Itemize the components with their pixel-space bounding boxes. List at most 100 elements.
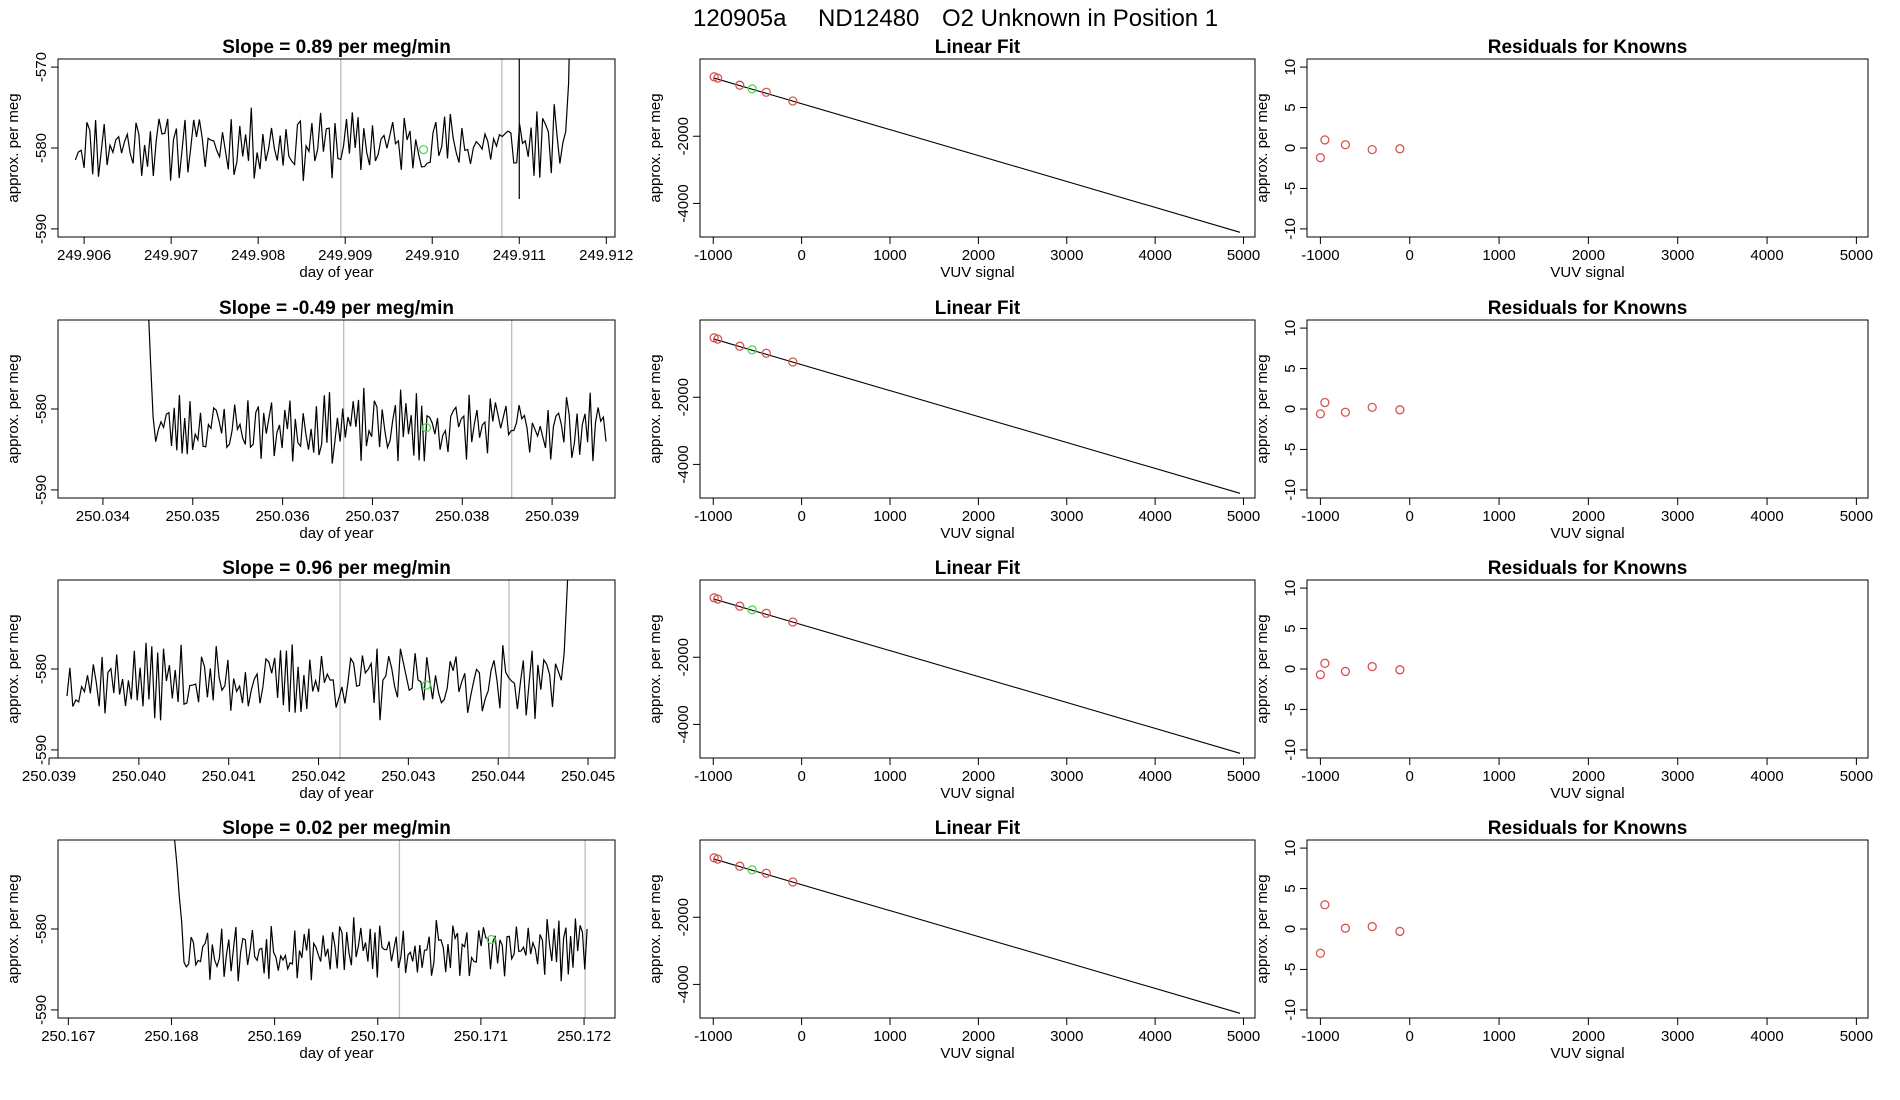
unknown-point: [747, 345, 757, 355]
x-tick-label: -1000: [694, 247, 732, 264]
known-point: [788, 617, 798, 627]
x-tick-label: 250.042: [291, 768, 345, 785]
x-tick-label: 250.039: [525, 508, 579, 525]
y-tick-label: -570: [33, 52, 50, 82]
x-tick-label: 250.039: [22, 768, 76, 785]
y-tick-label: 5: [1282, 103, 1299, 111]
x-tick-label: 249.908: [231, 247, 285, 264]
plot-frame: [1306, 839, 1869, 1019]
panel-resid-row-2: Residuals for Knowns -1000 0 1000 2000 3000 40…: [1254, 558, 1873, 802]
x-tick-label: 250.041: [202, 768, 256, 785]
x-tick-label: 4000: [1750, 1028, 1783, 1045]
residual-point: [1320, 658, 1330, 668]
panel-title: Linear Fit: [935, 37, 1021, 58]
plot-area: [1315, 658, 1405, 680]
x-tick-label: 2000: [962, 768, 995, 785]
panel-title: Linear Fit: [935, 298, 1021, 319]
x-tick-label: 5000: [1227, 1028, 1260, 1045]
panel-title: Residuals for Knowns: [1488, 298, 1688, 319]
x-tick-label: 250.038: [435, 508, 489, 525]
plot-frame: [699, 579, 1256, 759]
x-tick-label: 249.907: [144, 247, 198, 264]
panel-grid: Slope = 0.89 per meg/min 249.906 249.907 24…: [5, 37, 1873, 1062]
plot-area: [709, 593, 1241, 754]
y-tick-label: -5: [1282, 703, 1299, 716]
x-tick-label: 250.044: [471, 768, 525, 785]
panel-fit-row-0: Linear Fit -1000 0 1000 2000 3000 4000 5000 -200…: [647, 37, 1260, 281]
panel-time-row-0: Slope = 0.89 per meg/min 249.906 249.907 24…: [5, 37, 633, 281]
y-tick-label: -2000: [675, 638, 692, 676]
panel-title: Residuals for Knowns: [1488, 37, 1688, 58]
residual-point: [1367, 402, 1377, 413]
plot-frame: [1306, 579, 1869, 759]
x-tick-label: 250.167: [41, 1028, 95, 1045]
x-tick-label: 3000: [1050, 508, 1083, 525]
fit-line: [713, 77, 1241, 233]
plot-area: [709, 853, 1241, 1014]
unknown-sample-marker: [421, 680, 431, 690]
residual-point: [1367, 661, 1377, 672]
y-tick-label: 5: [1282, 364, 1299, 372]
x-tick-label: 1000: [1482, 1028, 1515, 1045]
residual-point: [1340, 923, 1351, 933]
x-axis-label: VUV signal: [1550, 525, 1624, 542]
x-axis-label: day of year: [299, 264, 373, 281]
unknown-sample-marker: [418, 144, 429, 155]
y-tick-label: -580: [33, 133, 50, 163]
plot-frame: [57, 319, 616, 499]
x-tick-label: 250.168: [144, 1028, 198, 1045]
y-tick-label: -10: [1282, 739, 1299, 761]
x-tick-label: 2000: [962, 247, 995, 264]
x-axis-label: day of year: [299, 525, 373, 542]
panel-fit-row-1: Linear Fit -1000 0 1000 2000 3000 4000 5000 -200…: [647, 298, 1260, 542]
unknown-point: [747, 84, 757, 94]
x-tick-label: 0: [797, 247, 805, 264]
residual-point: [1315, 153, 1326, 163]
x-tick-label: 1000: [1482, 768, 1515, 785]
x-tick-label: 3000: [1050, 1028, 1083, 1045]
y-tick-label: -580: [33, 394, 50, 424]
y-tick-label: -590: [33, 214, 50, 244]
known-point: [713, 334, 723, 344]
x-tick-label: 2000: [1572, 768, 1605, 785]
plot-area: [66, 580, 569, 758]
known-point: [735, 861, 745, 871]
series-line: [174, 840, 588, 982]
x-tick-label: 250.043: [381, 768, 435, 785]
x-axis-label: VUV signal: [940, 785, 1014, 802]
x-tick-label: 4000: [1138, 768, 1171, 785]
known-point: [761, 608, 771, 618]
x-tick-label: 3000: [1661, 768, 1694, 785]
plot-area: [148, 320, 607, 498]
y-tick-label: 5: [1282, 884, 1299, 892]
panel-title: Slope = 0.02 per meg/min: [222, 818, 451, 839]
plot-area: [174, 840, 588, 1018]
x-tick-label: 0: [797, 1028, 805, 1045]
x-tick-label: -1000: [694, 768, 732, 785]
series-line: [66, 580, 569, 721]
x-tick-label: 1000: [873, 508, 906, 525]
x-tick-label: 5000: [1840, 768, 1873, 785]
x-tick-label: 4000: [1750, 768, 1783, 785]
x-tick-label: 5000: [1227, 768, 1260, 785]
y-tick-label: -5: [1282, 182, 1299, 195]
x-tick-label: 2000: [1572, 247, 1605, 264]
y-tick-label: -4000: [675, 965, 692, 1003]
y-tick-label: -4000: [675, 445, 692, 483]
panel-title: Slope = 0.89 per meg/min: [222, 37, 451, 58]
x-tick-label: 2000: [1572, 508, 1605, 525]
plot-frame: [699, 319, 1256, 499]
plot-area: [1315, 135, 1405, 163]
x-tick-label: 250.172: [557, 1028, 611, 1045]
y-tick-label: -10: [1282, 999, 1299, 1021]
x-tick-label: 4000: [1138, 1028, 1171, 1045]
residual-point: [1315, 409, 1326, 419]
residual-point: [1320, 135, 1330, 145]
x-tick-label: 250.045: [561, 768, 615, 785]
x-tick-label: 0: [1406, 247, 1414, 264]
x-tick-label: 0: [1406, 768, 1414, 785]
known-point: [788, 877, 798, 887]
x-tick-label: 1000: [1482, 508, 1515, 525]
residual-point: [1320, 397, 1330, 408]
